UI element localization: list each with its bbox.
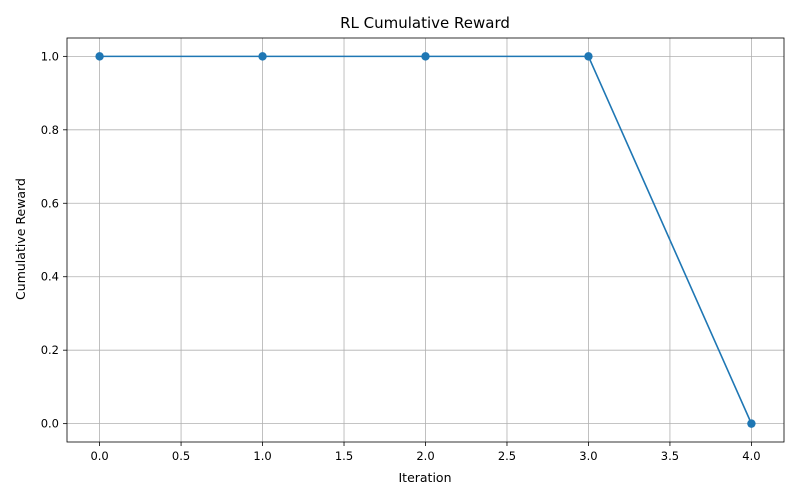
x-tick-label: 3.0 — [579, 449, 597, 463]
y-axis-label: Cumulative Reward — [13, 178, 28, 300]
series-layer — [95, 52, 756, 428]
y-tick-label: 0.0 — [41, 417, 59, 431]
x-tick-label: 2.5 — [498, 449, 516, 463]
y-tick-label: 0.8 — [41, 123, 59, 137]
x-axis-label: Iteration — [398, 470, 451, 485]
x-tick-label: 1.5 — [335, 449, 353, 463]
data-point — [95, 52, 104, 61]
grid — [67, 38, 784, 442]
data-point — [258, 52, 267, 61]
x-tick-label: 2.0 — [416, 449, 434, 463]
data-point — [747, 419, 756, 428]
x-tick-label: 1.0 — [253, 449, 271, 463]
y-tick-label: 1.0 — [41, 49, 59, 63]
x-tick-label: 0.5 — [172, 449, 190, 463]
x-tick-label: 0.0 — [90, 449, 108, 463]
y-tick-label: 0.2 — [41, 343, 59, 357]
chart-title: RL Cumulative Reward — [340, 14, 510, 32]
y-tick-label: 0.4 — [41, 270, 59, 284]
data-point — [584, 52, 593, 61]
x-tick-label: 3.5 — [661, 449, 679, 463]
axis-ticks: 0.0 0.5 1.0 1.5 2.0 2.5 3.0 3.5 4.0 0.0 0.2 0.4 0.6 0… — [41, 49, 761, 463]
x-tick-label: 4.0 — [742, 449, 760, 463]
data-point — [421, 52, 430, 61]
y-tick-label: 0.6 — [41, 196, 59, 210]
